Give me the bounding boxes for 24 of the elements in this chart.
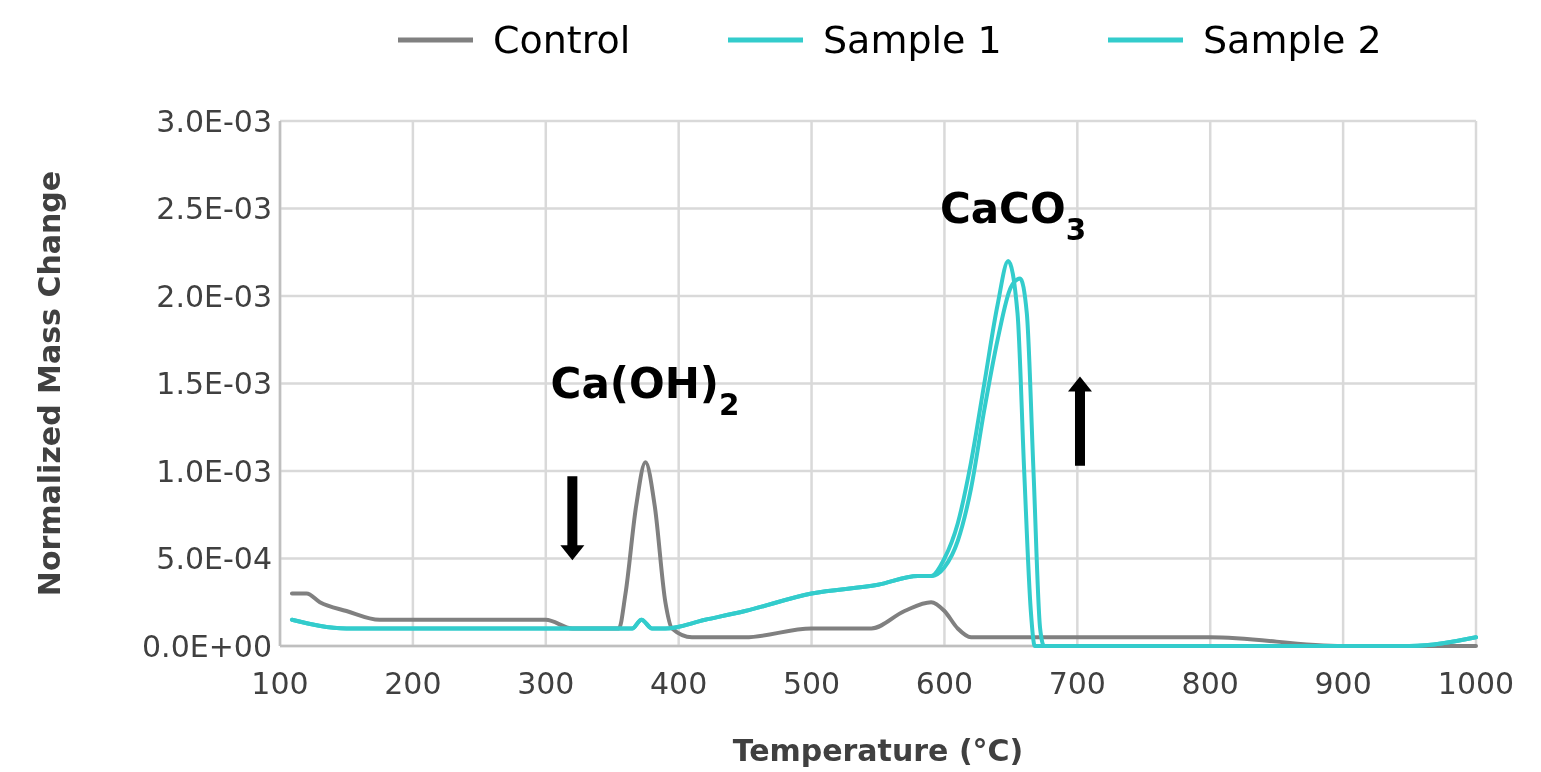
y-tick-label: 1.5E-03 <box>156 366 272 401</box>
annotation: CaCO$_{3}$ <box>939 184 1087 247</box>
x-tick-label: 600 <box>915 666 974 701</box>
x-tick-label: 1000 <box>1437 666 1515 701</box>
x-tick-label: 200 <box>384 666 442 701</box>
y-tick-label: 0.0E+00 <box>142 628 272 664</box>
legend-label: Control <box>493 18 631 63</box>
annotation: Ca(OH)$_{2}$ <box>550 359 740 422</box>
x-tick-label: 100 <box>251 666 309 701</box>
y-tick-label: 1.0E-03 <box>156 453 272 489</box>
x-tick-label: 900 <box>1314 666 1372 701</box>
x-tick-label: 400 <box>650 666 708 701</box>
legend-label: Sample 1 <box>823 18 1002 63</box>
x-axis-title: Temperature (°C) <box>732 733 1024 768</box>
y-tick-label: 3.0E-03 <box>156 103 272 139</box>
x-tick-label: 700 <box>1048 666 1106 701</box>
x-tick-label: 300 <box>517 666 575 701</box>
x-tick-label: 500 <box>782 666 841 701</box>
legend-label: Sample 2 <box>1203 18 1382 63</box>
y-tick-label: 2.5E-03 <box>156 191 272 226</box>
y-axis-title: Normalized Mass Change <box>32 170 67 597</box>
y-tick-label: 2.0E-03 <box>156 278 272 314</box>
x-tick-label: 800 <box>1181 666 1239 701</box>
y-tick-label: 5.0E-04 <box>156 541 272 576</box>
